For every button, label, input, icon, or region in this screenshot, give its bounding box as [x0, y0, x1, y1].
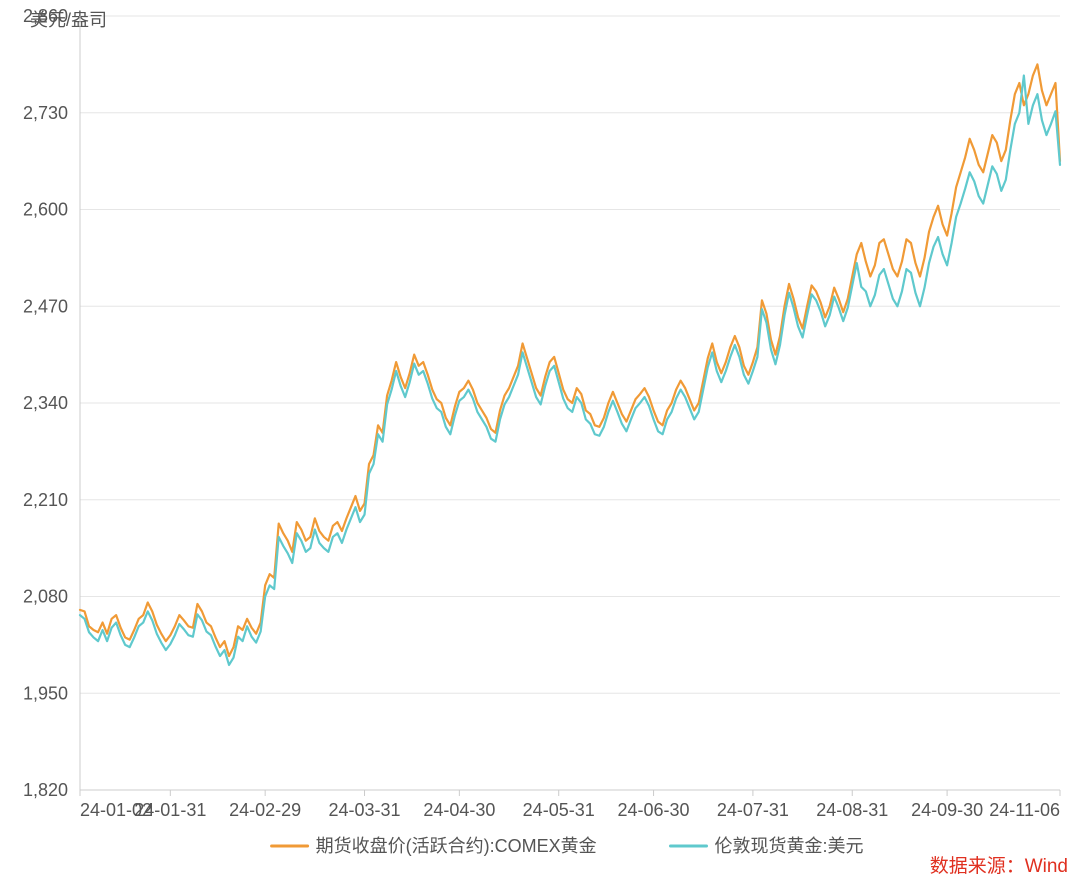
x-tick-label: 24-03-31	[328, 800, 400, 820]
x-tick-label: 24-06-30	[618, 800, 690, 820]
x-tick-label: 24-07-31	[717, 800, 789, 820]
y-tick-label: 2,730	[23, 103, 68, 123]
x-tick-label: 24-05-31	[523, 800, 595, 820]
y-tick-label: 1,950	[23, 683, 68, 703]
y-tick-label: 1,820	[23, 780, 68, 800]
y-tick-label: 2,080	[23, 587, 68, 607]
legend-label: 伦敦现货黄金:美元	[715, 836, 864, 856]
data-source: 数据来源：Wind	[930, 855, 1068, 877]
x-tick-label: 24-08-31	[816, 800, 888, 820]
x-tick-label: 24-11-06	[989, 800, 1060, 820]
x-tick-label: 24-04-30	[423, 800, 495, 820]
y-axis-title: 美元/盎司	[30, 10, 107, 30]
x-tick-label: 24-01-31	[134, 800, 206, 820]
chart-svg: 1,820 1,950 2,080 2,210 2,340 2,470 2,600 2,730…	[0, 0, 1080, 882]
x-tick-label: 24-02-29	[229, 800, 301, 820]
y-tick-label: 2,210	[23, 490, 68, 510]
legend-label: 期货收盘价(活跃合约):COMEX黄金	[316, 836, 597, 856]
legend: 期货收盘价(活跃合约):COMEX黄金 伦敦现货黄金:美元	[272, 836, 864, 856]
y-tick-label: 2,470	[23, 296, 68, 316]
y-tick-label: 2,340	[23, 393, 68, 413]
x-tick-label: 24-09-30	[911, 800, 983, 820]
y-tick-label: 2,600	[23, 200, 68, 220]
gold-price-chart: 1,820 1,950 2,080 2,210 2,340 2,470 2,600 2,730…	[0, 0, 1080, 882]
